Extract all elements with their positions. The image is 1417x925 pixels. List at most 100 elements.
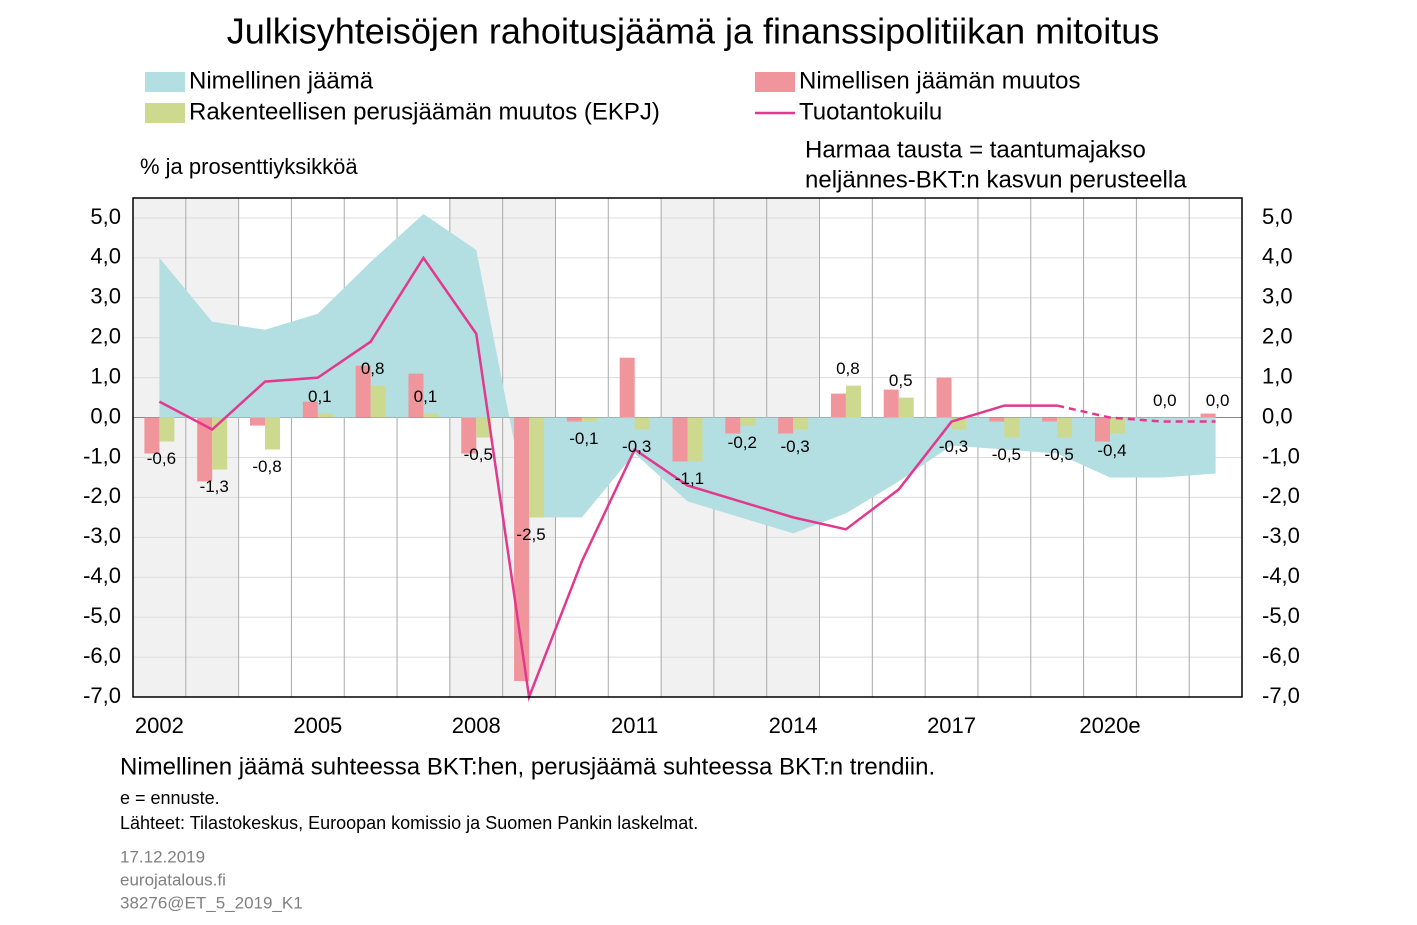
data-label: 0,8 [836,359,860,378]
bar [144,417,160,454]
y2-tick-label: 5,0 [1262,204,1293,229]
bar [898,397,914,418]
legend-label: Nimellinen jäämä [189,67,374,94]
bar [740,417,756,426]
data-label: -0,5 [464,445,493,464]
bar [423,413,439,418]
bar [302,401,318,418]
bar [634,417,650,430]
bar [1004,417,1020,438]
data-label: 0,0 [1153,391,1177,410]
y2-tick-label: -3,0 [1262,523,1300,548]
y-tick-label: -7,0 [83,683,121,708]
legend-swatch [755,72,795,92]
source: 38276@ET_5_2019_K1 [120,893,303,912]
data-label: -0,2 [728,433,757,452]
bar [197,417,213,482]
bar [581,417,597,422]
bar [566,417,582,422]
y-tick-label: -5,0 [83,603,121,628]
y2-tick-label: -6,0 [1262,643,1300,668]
y-tick-label: -6,0 [83,643,121,668]
y2-tick-label: -1,0 [1262,443,1300,468]
bar [672,417,688,462]
x-tick-label: 2017 [927,713,976,738]
bar [265,417,281,450]
data-label: -0,5 [1045,445,1074,464]
bar [830,393,846,418]
y2-tick-label: 2,0 [1262,324,1293,349]
note: Harmaa tausta = taantumajakso [805,136,1146,163]
y2-tick-label: -4,0 [1262,563,1300,588]
data-label: -1,3 [200,477,229,496]
line [158,255,1058,702]
bar [845,385,861,418]
y-tick-label: 5,0 [90,204,121,229]
plot-frame [132,197,1243,698]
x-tick-label: 2008 [452,713,501,738]
y2-tick-label: -2,0 [1262,483,1300,508]
y-tick-label: 3,0 [90,284,121,309]
bar [1109,417,1125,434]
chart-title: Julkisyhteisöjen rahoitusjäämä ja finans… [227,11,1159,52]
y2-tick-label: 3,0 [1262,284,1293,309]
bar [951,417,967,430]
y-tick-label: 4,0 [90,244,121,269]
y2-tick-label: 0,0 [1262,403,1293,428]
footnote: Nimellinen jäämä suhteessa BKT:hen, peru… [120,753,935,780]
bar [936,377,952,418]
x-tick-label: 2014 [769,713,818,738]
source: eurojatalous.fi [120,870,226,889]
legend-label: Nimellisen jäämän muutos [799,67,1080,94]
bar [619,357,635,418]
bar [370,385,386,418]
bar [355,365,371,418]
data-label: -2,5 [516,525,545,544]
data-label: 0,1 [414,387,438,406]
legend-label: Rakenteellisen perusjäämän muutos (EKPJ) [189,98,660,125]
y-tick-label: -4,0 [83,563,121,588]
bar [408,373,424,418]
data-label: 0,0 [1206,391,1230,410]
y2-tick-label: -5,0 [1262,603,1300,628]
y2-tick-label: 4,0 [1262,244,1293,269]
y-axis-label: % ja prosenttiyksikköä [140,154,358,179]
data-label: 0,1 [308,387,332,406]
bar [1057,417,1073,438]
data-label: -0,3 [622,437,651,456]
bar [212,417,228,470]
bar [529,417,545,518]
legend-swatch [145,103,185,123]
bar [687,417,703,462]
data-label: 0,5 [889,371,913,390]
x-tick-label: 2005 [293,713,342,738]
area [159,213,1216,534]
bar [317,413,333,418]
note: neljännes-BKT:n kasvun perusteella [805,166,1187,193]
y2-tick-label: -7,0 [1262,683,1300,708]
data-label: -0,4 [1097,441,1126,460]
y-tick-label: 0,0 [90,403,121,428]
data-label: -0,3 [939,437,968,456]
y-tick-label: -1,0 [83,443,121,468]
bar [883,389,899,418]
source: 17.12.2019 [120,847,205,866]
data-label: -0,5 [992,445,1021,464]
bar [461,417,477,454]
bar [1094,417,1110,442]
bar [989,417,1005,422]
bar [1042,417,1058,422]
bar [778,417,794,434]
data-label: -0,8 [252,457,281,476]
x-tick-label: 2002 [135,713,184,738]
data-label: 0,8 [361,359,385,378]
legend-swatch [145,72,185,92]
data-label: -0,1 [569,429,598,448]
bar [159,417,175,442]
footnote: e = ennuste. [120,788,220,808]
bar [793,417,809,430]
y-tick-label: -2,0 [83,483,121,508]
bar [250,417,266,426]
y2-tick-label: 1,0 [1262,363,1293,388]
